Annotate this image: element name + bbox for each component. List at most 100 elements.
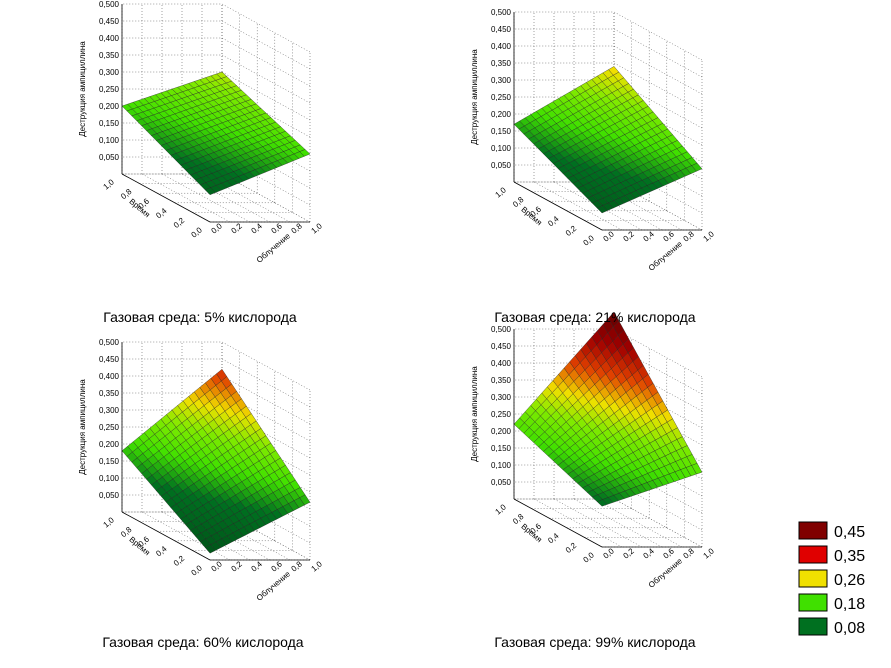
- grid-line-z: [122, 392, 311, 442]
- panel-axes: [121, 342, 310, 561]
- caption-panel-3: Газовая среда: 60% кислорода: [102, 634, 303, 650]
- z-tick-label: 0,050: [491, 161, 512, 170]
- surface-cell: [204, 187, 216, 196]
- x-axis-title: Облучение: [647, 239, 685, 273]
- x-tick-label: 0,0: [602, 546, 617, 560]
- grid-line-floor: [593, 498, 683, 548]
- x-tick-label: 0,6: [270, 559, 285, 573]
- grid-line-floor: [573, 498, 663, 548]
- x-tick-label: 0,0: [210, 221, 225, 235]
- x-tick-label: 1,0: [310, 221, 325, 235]
- z-tick-label: 0,250: [491, 93, 512, 102]
- z-tick-label: 0,200: [491, 427, 512, 436]
- x-tick-label: 0,4: [250, 559, 265, 573]
- grid-line-z: [514, 164, 703, 214]
- panel-axes: [121, 4, 310, 223]
- grid-line-floor: [553, 498, 643, 548]
- grid-line-z: [122, 88, 311, 138]
- z-tick-label: 0,450: [99, 355, 120, 364]
- x-tick-label: 0,8: [682, 229, 697, 243]
- z-tick-label: 0,350: [99, 389, 120, 398]
- surface-cell: [596, 499, 608, 507]
- panel-axes: [513, 329, 702, 548]
- z-tick-label: 0,150: [491, 127, 512, 136]
- legend-label-3: 0,26: [834, 572, 865, 589]
- grid-line-z: [514, 62, 703, 112]
- z-tick-label: 0,450: [491, 25, 512, 34]
- z-tick-label: 0,200: [491, 110, 512, 119]
- z-tick-label: 0,300: [491, 76, 512, 85]
- grid-line-z: [514, 464, 703, 514]
- grid-line-z: [514, 11, 703, 61]
- z-axis-title: Деструкция ампициллина: [470, 49, 479, 145]
- grid-line-z: [514, 28, 703, 78]
- z-tick-label: 0,050: [99, 491, 120, 500]
- y-tick-label: 0,4: [546, 531, 561, 545]
- grid-line-z: [514, 96, 703, 146]
- z-tick-label: 0,100: [491, 144, 512, 153]
- z-tick-label: 0,150: [99, 457, 120, 466]
- surface-mesh: [121, 71, 311, 196]
- legend: 0,45 0,35 0,26 0,18 0,08: [798, 521, 865, 637]
- x-tick-label: 1,0: [702, 229, 717, 243]
- x-tick-label: 0,8: [290, 559, 305, 573]
- z-tick-label: 0,050: [99, 153, 120, 162]
- x-tick-label: 1,0: [310, 559, 325, 573]
- surface-panel-2: 0,500 0,450 0,400 0,350 0,300 0,250 0,200 0,150…: [470, 8, 716, 273]
- legend-label-4: 0,18: [834, 596, 865, 613]
- y-tick-label: 1,0: [494, 502, 509, 516]
- z-tick-label: 0,500: [491, 325, 512, 334]
- y-tick-label: 0,2: [564, 224, 579, 238]
- caption-panel-4: Газовая среда: 99% кислорода: [494, 634, 695, 650]
- x-tick-label: 0,8: [290, 221, 305, 235]
- surface-panel-1: 0,500 0,450 0,400 0,350 0,300 0,250 0,200 0,150…: [78, 0, 324, 265]
- z-tick-label: 0,100: [99, 136, 120, 145]
- y-tick-label: 0,0: [582, 550, 597, 564]
- caption-panel-2: Газовая среда: 21% кислорода: [494, 309, 695, 325]
- y-tick-label: 0,4: [154, 206, 169, 220]
- x-tick-label: 0,6: [662, 546, 677, 560]
- caption-panel-1: Газовая среда: 5% кислорода: [103, 309, 297, 325]
- grid-line-z: [514, 481, 703, 531]
- y-tick-label: 0,2: [172, 216, 187, 230]
- grid-line-z: [122, 20, 311, 70]
- grid-line-z: [514, 45, 703, 95]
- x-axis-title: Облучение: [255, 231, 293, 265]
- z-tick-label: 0,300: [99, 68, 120, 77]
- z-axis-title: Деструкция ампициллина: [78, 379, 87, 475]
- grid-line-z: [514, 79, 703, 129]
- x-tick-label: 0,2: [622, 229, 637, 243]
- z-tick-label: 0,100: [99, 474, 120, 483]
- z-tick-label: 0,350: [491, 376, 512, 385]
- grid-line-z: [122, 409, 311, 459]
- legend-label-2: 0,35: [834, 548, 865, 565]
- z-tick-label: 0,250: [99, 85, 120, 94]
- legend-label-5: 0,08: [834, 620, 865, 637]
- x-tick-label: 0,2: [230, 559, 245, 573]
- x-axis-title: Облучение: [255, 569, 293, 603]
- legend-swatch-3: [798, 569, 828, 588]
- y-tick-label: 0,4: [154, 544, 169, 558]
- surface-panel-3: 0,500 0,450 0,400 0,350 0,300 0,250 0,200 0,150…: [78, 338, 324, 603]
- y-tick-label: 1,0: [102, 515, 117, 529]
- grid-line-floor: [613, 498, 703, 548]
- z-tick-label: 0,450: [99, 17, 120, 26]
- x-tick-label: 1,0: [702, 546, 717, 560]
- grid-line-z: [122, 494, 311, 544]
- z-tick-label: 0,400: [99, 372, 120, 381]
- y-tick-label: 0,2: [172, 554, 187, 568]
- x-tick-label: 0,2: [622, 546, 637, 560]
- legend-swatch-4: [798, 593, 828, 612]
- grid-line-z: [122, 341, 311, 391]
- surface-cell: [204, 544, 216, 554]
- z-axis-title: Деструкция ампициллина: [78, 41, 87, 137]
- z-axis-title: Деструкция ампициллина: [470, 366, 479, 462]
- legend-swatch-5: [798, 617, 828, 636]
- z-tick-label: 0,500: [99, 338, 120, 347]
- z-tick-label: 0,300: [99, 406, 120, 415]
- z-tick-label: 0,050: [491, 478, 512, 487]
- z-tick-label: 0,200: [99, 102, 120, 111]
- x-axis-title: Облучение: [647, 556, 685, 590]
- grid-line-z: [122, 358, 311, 408]
